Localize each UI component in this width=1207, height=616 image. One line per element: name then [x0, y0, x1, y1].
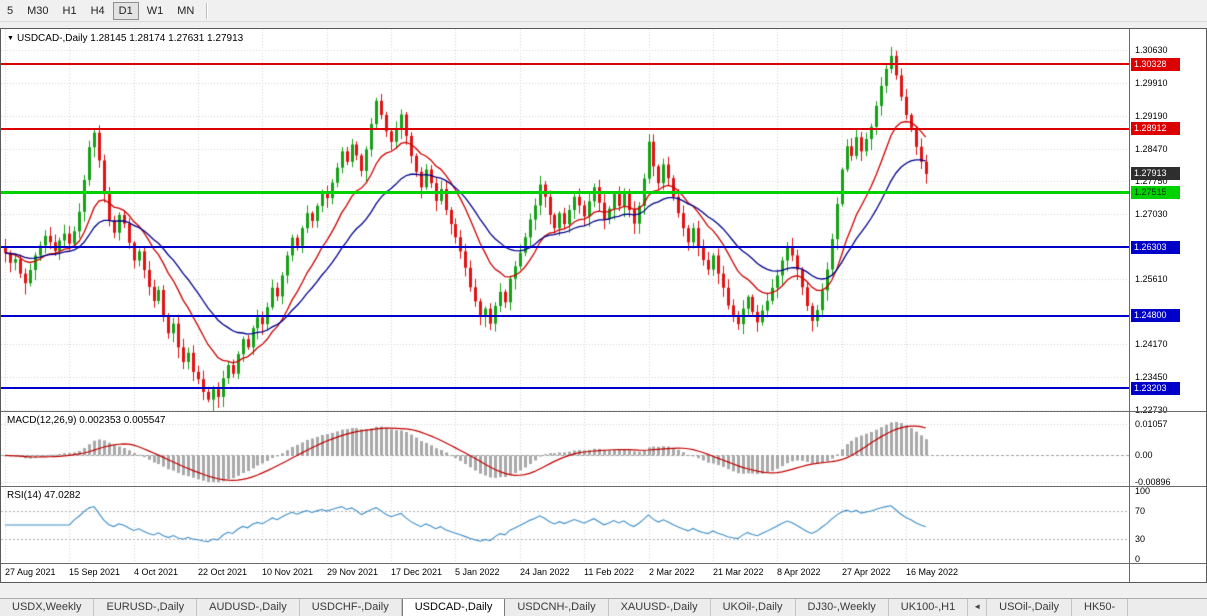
timeframe-button-m30[interactable]: M30 — [27, 4, 49, 17]
chart-tab-audusd-daily[interactable]: AUDUSD-,Daily — [197, 599, 300, 616]
date-axis-label: 10 Nov 2021 — [262, 567, 314, 577]
price-level-badge: 1.23203 — [1131, 382, 1180, 395]
price-axis-label: 1.24170 — [1135, 339, 1168, 350]
chart-window: ▼ USDCAD-,Daily 1.28145 1.28174 1.27631 1… — [0, 28, 1207, 583]
chart-tab-bar: USDX,Weekly EURUSD-,Daily AUDUSD-,Daily USD… — [0, 598, 1207, 616]
chart-tab-usdcad-daily[interactable]: USDCAD-,Daily — [401, 599, 506, 616]
price-axis-separator — [1129, 29, 1130, 582]
price-level-line[interactable] — [1, 191, 1129, 194]
date-axis-label: 5 Jan 2022 — [455, 567, 500, 577]
price-level-badge: 1.26303 — [1131, 241, 1180, 254]
chart-tab-xauusd-daily[interactable]: XAUUSD-,Daily — [609, 599, 711, 616]
date-axis-label: 22 Oct 2021 — [198, 567, 248, 577]
date-axis-label: 16 May 2022 — [906, 567, 959, 577]
chart-quote-header: ▼ USDCAD-,Daily 1.28145 1.28174 1.27631 1… — [7, 33, 243, 44]
chart-tab-usdcnh-daily[interactable]: USDCNH-,Daily — [505, 599, 609, 616]
chart-tab-eurusd-daily[interactable]: EURUSD-,Daily — [94, 599, 198, 616]
date-axis-label: 15 Sep 2021 — [69, 567, 121, 577]
date-axis-label: 8 Apr 2022 — [777, 567, 821, 577]
chart-tab-usdx-weekly[interactable]: USDX,Weekly — [0, 599, 95, 616]
date-axis-label: 2 Mar 2022 — [649, 567, 695, 577]
panel-resize-separator[interactable] — [1, 486, 1206, 487]
price-axis-label: 1.28470 — [1135, 143, 1168, 154]
timeframe-button-d1[interactable]: D1 — [112, 1, 139, 20]
price-axis-label: 1.22730 — [1135, 404, 1168, 415]
price-chart-canvas[interactable] — [1, 29, 1129, 563]
chart-tab-hk50[interactable]: HK50- — [1072, 599, 1129, 616]
panel-resize-separator[interactable] — [1, 563, 1206, 564]
macd-axis-label: 0.00 — [1135, 450, 1153, 461]
date-axis-label: 21 Mar 2022 — [713, 567, 764, 577]
timeframe-button-h4[interactable]: H4 — [90, 4, 105, 17]
current-price-badge: 1.27913 — [1131, 167, 1180, 180]
toolbar-separator — [206, 2, 209, 19]
chart-tab-ukoil-daily[interactable]: UKOil-,Daily — [711, 599, 796, 616]
symbol-dropdown-icon[interactable]: ▼ — [7, 35, 14, 42]
price-axis-label: 1.23450 — [1135, 371, 1168, 382]
price-level-badge: 1.30328 — [1131, 58, 1180, 71]
price-level-badge: 1.27515 — [1131, 186, 1180, 199]
chart-tab-dj30-weekly[interactable]: DJ30-,Weekly — [796, 599, 889, 616]
timeframe-button-5[interactable]: 5 — [7, 4, 14, 17]
chart-symbol-label: USDCAD-,Daily — [16, 33, 88, 44]
chart-tab-usoil-daily[interactable]: USOil-,Daily — [987, 599, 1073, 616]
rsi-axis-label: 70 — [1135, 506, 1146, 517]
panel-resize-separator[interactable] — [1, 411, 1206, 412]
date-axis-label: 29 Nov 2021 — [327, 567, 379, 577]
timeframe-button-w1[interactable]: W1 — [146, 4, 164, 17]
macd-indicator-label: MACD(12,26,9) 0.002353 0.005547 — [7, 415, 166, 426]
chart-tab-usdchf-daily[interactable]: USDCHF-,Daily — [300, 599, 402, 616]
price-axis-label: 1.27030 — [1135, 209, 1168, 220]
price-level-line[interactable] — [1, 315, 1129, 317]
price-axis-label: 1.25610 — [1135, 273, 1168, 284]
price-level-line[interactable] — [1, 63, 1129, 65]
price-axis-label: 1.29910 — [1135, 78, 1168, 89]
timeframe-button-h1[interactable]: H1 — [62, 4, 77, 17]
date-axis-label: 11 Feb 2022 — [584, 567, 634, 577]
rsi-axis-label: 0 — [1135, 554, 1141, 564]
tab-scroll-left-button[interactable]: ◄ — [968, 599, 988, 616]
price-axis-label: 1.30630 — [1135, 45, 1168, 56]
rsi-indicator-label: RSI(14) 47.0282 — [7, 490, 81, 501]
chart-tab-uk100-h1[interactable]: UK100-,H1 — [889, 599, 969, 616]
rsi-axis-label: 100 — [1135, 486, 1151, 496]
timeframe-toolbar: 5 M30 H1 H4 D1 W1 MN — [0, 0, 1207, 22]
rsi-axis-label: 30 — [1135, 533, 1146, 544]
price-level-line[interactable] — [1, 246, 1129, 248]
chart-ohlc-quote: 1.28145 1.28174 1.27631 1.27913 — [90, 33, 244, 44]
timeframe-button-mn[interactable]: MN — [177, 4, 195, 17]
price-level-badge: 1.28912 — [1131, 122, 1180, 135]
macd-axis-label: -0.00896 — [1135, 477, 1171, 487]
date-axis-label: 17 Dec 2021 — [391, 567, 443, 577]
date-axis-label: 27 Apr 2022 — [842, 567, 891, 577]
price-level-line[interactable] — [1, 387, 1129, 389]
price-level-line[interactable] — [1, 128, 1129, 130]
macd-axis-label: 0.01057 — [1135, 419, 1168, 429]
price-axis-label: 1.27750 — [1135, 176, 1168, 187]
date-axis-label: 27 Aug 2021 — [5, 567, 56, 577]
date-axis-label: 4 Oct 2021 — [134, 567, 179, 577]
price-level-badge: 1.24800 — [1131, 309, 1180, 322]
price-axis-label: 1.29190 — [1135, 110, 1168, 121]
date-axis-label: 24 Jan 2022 — [520, 567, 570, 577]
